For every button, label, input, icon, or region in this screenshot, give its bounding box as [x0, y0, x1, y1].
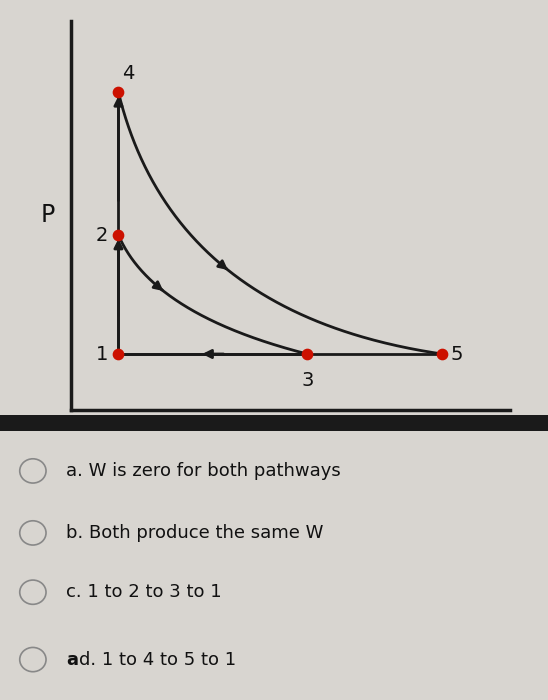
Text: V: V — [282, 432, 299, 456]
Point — [114, 87, 123, 98]
Point — [303, 349, 312, 360]
Point — [114, 230, 123, 241]
Point — [438, 349, 447, 360]
Text: b. Both produce the same W: b. Both produce the same W — [66, 524, 323, 542]
Text: 3: 3 — [301, 372, 313, 391]
Text: 1: 1 — [96, 344, 109, 363]
Text: 2: 2 — [96, 225, 109, 244]
Text: a. W is zero for both pathways: a. W is zero for both pathways — [66, 462, 340, 480]
Text: d. 1 to 4 to 5 to 1: d. 1 to 4 to 5 to 1 — [79, 650, 237, 668]
Point — [114, 349, 123, 360]
Text: 5: 5 — [450, 344, 463, 363]
Text: a: a — [66, 650, 78, 668]
Text: c. 1 to 2 to 3 to 1: c. 1 to 2 to 3 to 1 — [66, 583, 221, 601]
Text: 4: 4 — [122, 64, 134, 83]
Text: P: P — [40, 203, 54, 228]
